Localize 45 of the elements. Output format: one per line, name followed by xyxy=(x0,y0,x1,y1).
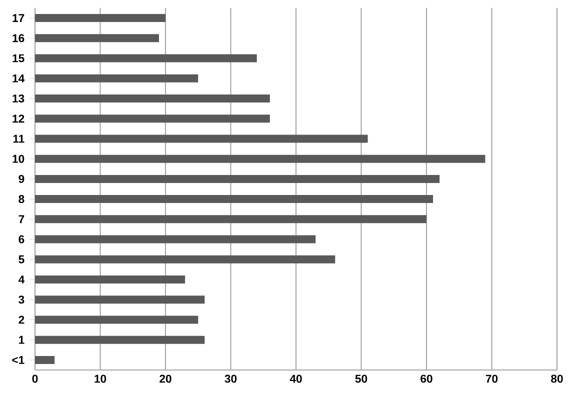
y-tick-label: 6 xyxy=(18,235,24,244)
bar xyxy=(35,195,434,204)
x-tick-label: 70 xyxy=(486,374,498,383)
y-tick-label: 10 xyxy=(12,154,24,163)
bar xyxy=(35,54,257,62)
bar xyxy=(35,276,186,284)
y-tick-label: 13 xyxy=(12,94,24,103)
bar xyxy=(35,154,486,163)
bar xyxy=(35,316,198,324)
y-tick-label: 1 xyxy=(19,336,24,344)
y-tick-label: 2 xyxy=(18,316,24,324)
x-tick-label: 60 xyxy=(420,374,432,383)
bar xyxy=(35,336,205,344)
x-tick-label: 10 xyxy=(94,374,106,383)
y-tick-label: 14 xyxy=(12,74,25,82)
bar xyxy=(35,255,336,264)
y-tick-label: 11 xyxy=(13,134,24,143)
y-tick-label: 5 xyxy=(18,255,24,264)
bar xyxy=(35,94,270,102)
y-tick-label: 16 xyxy=(12,34,24,42)
x-tick-label: 30 xyxy=(224,374,237,383)
y-tick-label: 8 xyxy=(18,195,24,204)
bar xyxy=(35,134,368,143)
bar xyxy=(35,174,440,183)
bar xyxy=(35,34,159,42)
y-tick-label: 7 xyxy=(18,215,24,224)
x-tick-label: 80 xyxy=(551,374,563,383)
y-tick-label: 12 xyxy=(12,114,24,123)
y-tick-label: 17 xyxy=(12,14,24,22)
bar xyxy=(35,14,166,22)
x-tick-label: 0 xyxy=(32,374,38,383)
x-tick-label: 40 xyxy=(290,374,302,383)
y-tick-label: 4 xyxy=(18,276,25,284)
x-tick-label: 50 xyxy=(355,374,368,383)
y-tick-label: 3 xyxy=(18,296,24,304)
bar xyxy=(35,215,426,224)
bar xyxy=(35,74,198,82)
x-tick-label: 20 xyxy=(160,374,172,383)
bar xyxy=(35,296,205,304)
bar xyxy=(35,356,55,364)
y-tick-label: 15 xyxy=(12,54,24,62)
y-tick-label: <1 xyxy=(12,356,24,364)
bar xyxy=(35,114,270,123)
y-tick-label: 9 xyxy=(18,174,24,183)
bar xyxy=(35,235,316,244)
